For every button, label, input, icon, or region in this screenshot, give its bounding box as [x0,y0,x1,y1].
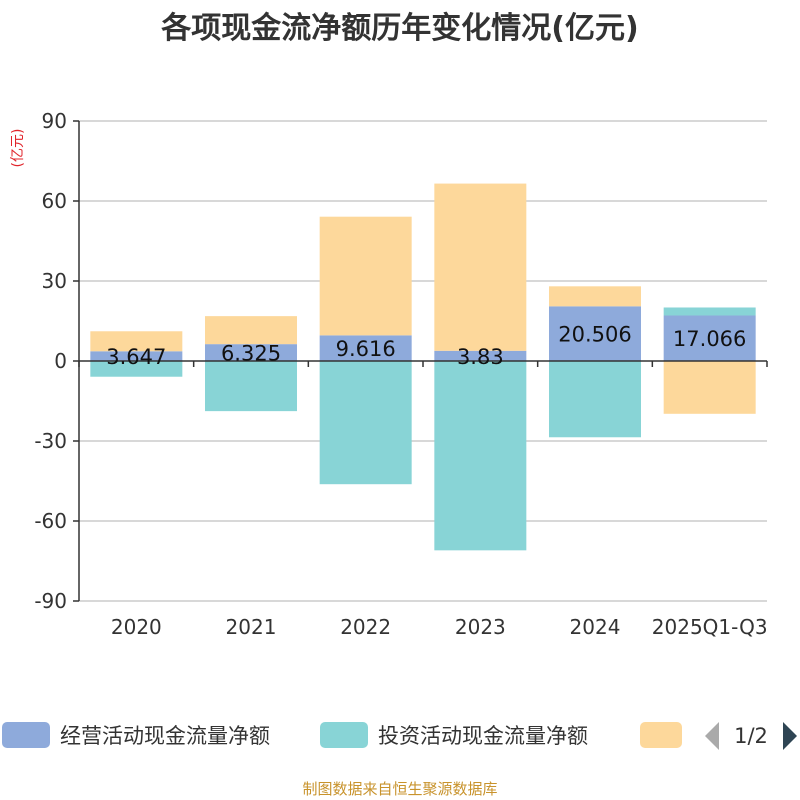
legend-item-0[interactable]: 经营活动现金流量净额 [2,722,270,748]
data-label-2020: 3.647 [106,345,166,369]
grid [79,120,767,602]
x-tick-label: 2022 [340,615,391,639]
bar-series0-2020[interactable] [90,351,183,361]
data-labels: 3.647 6.325 9.616 3.83 20.506 17.066 [106,323,746,369]
y-tick-label: 30 [42,269,67,293]
data-label-2025Q1-Q3: 17.066 [673,327,746,351]
legend[interactable]: 经营活动现金流量净额 投资活动现金流量净额 1/2 [2,722,797,750]
bar-series0-2024[interactable] [549,306,641,361]
data-label-2023: 3.83 [457,345,504,369]
bar-series1-2022[interactable] [319,361,412,485]
legend-prev-icon[interactable] [705,722,719,750]
y-tick-label: -30 [34,429,67,453]
chart-title: 各项现金流净额历年变化情况(亿元) [160,11,638,46]
y-tick-label: 0 [54,349,67,373]
x-tick-label: 2020 [111,615,162,639]
y-axis-label: (亿元) [10,129,26,168]
bar-series0-2022[interactable] [319,335,412,361]
bar-series2-2023[interactable] [434,183,527,351]
legend-swatch [640,722,682,748]
bar-series2-2025Q1-Q3[interactable] [663,361,756,414]
x-tick-label: 2023 [455,615,506,639]
bar-series1-2024[interactable] [549,361,641,438]
bar-series2-2020[interactable] [90,331,183,352]
y-tick-label: -90 [34,589,67,613]
bar-series1-2021[interactable] [205,361,297,412]
legend-next-icon[interactable] [783,722,797,750]
y-tick-label: -60 [34,509,67,533]
bar-series2-2022[interactable] [319,216,412,336]
bar-series0-2021[interactable] [205,344,297,361]
bar-series0-2023[interactable] [434,350,527,361]
y-tick-label: 60 [42,189,67,213]
legend-swatch [2,722,50,748]
bar-series1-2020[interactable] [90,361,183,377]
bar-series0-2025Q1-Q3[interactable] [663,315,756,361]
bar-series2-2024[interactable] [549,286,641,307]
x-tick-label: 2024 [570,615,621,639]
legend-label: 经营活动现金流量净额 [60,724,270,748]
legend-item-2[interactable] [640,722,682,748]
data-source: 制图数据来自恒生聚源数据库 [302,780,497,798]
legend-label: 投资活动现金流量净额 [378,724,588,748]
legend-page-indicator: 1/2 [734,724,768,748]
x-tick-label: 2021 [226,615,277,639]
bar-series2-2021[interactable] [205,316,297,345]
bars [90,183,756,551]
y-tick-label: 90 [42,109,67,133]
data-label-2022: 9.616 [336,337,396,361]
legend-item-1[interactable]: 投资活动现金流量净额 [320,722,588,748]
axes: 90 60 30 0 -30 -60 -90 2020 2021 2022 2023 2024 2025… [34,109,768,639]
bar-series1-2023[interactable] [434,361,527,551]
x-tick-label: 2025Q1-Q3 [652,615,768,639]
legend-swatch [320,722,368,748]
data-label-2024: 20.506 [558,323,631,347]
data-label-2021: 6.325 [221,342,281,366]
bar-series1-2025Q1-Q3[interactable] [663,307,756,316]
